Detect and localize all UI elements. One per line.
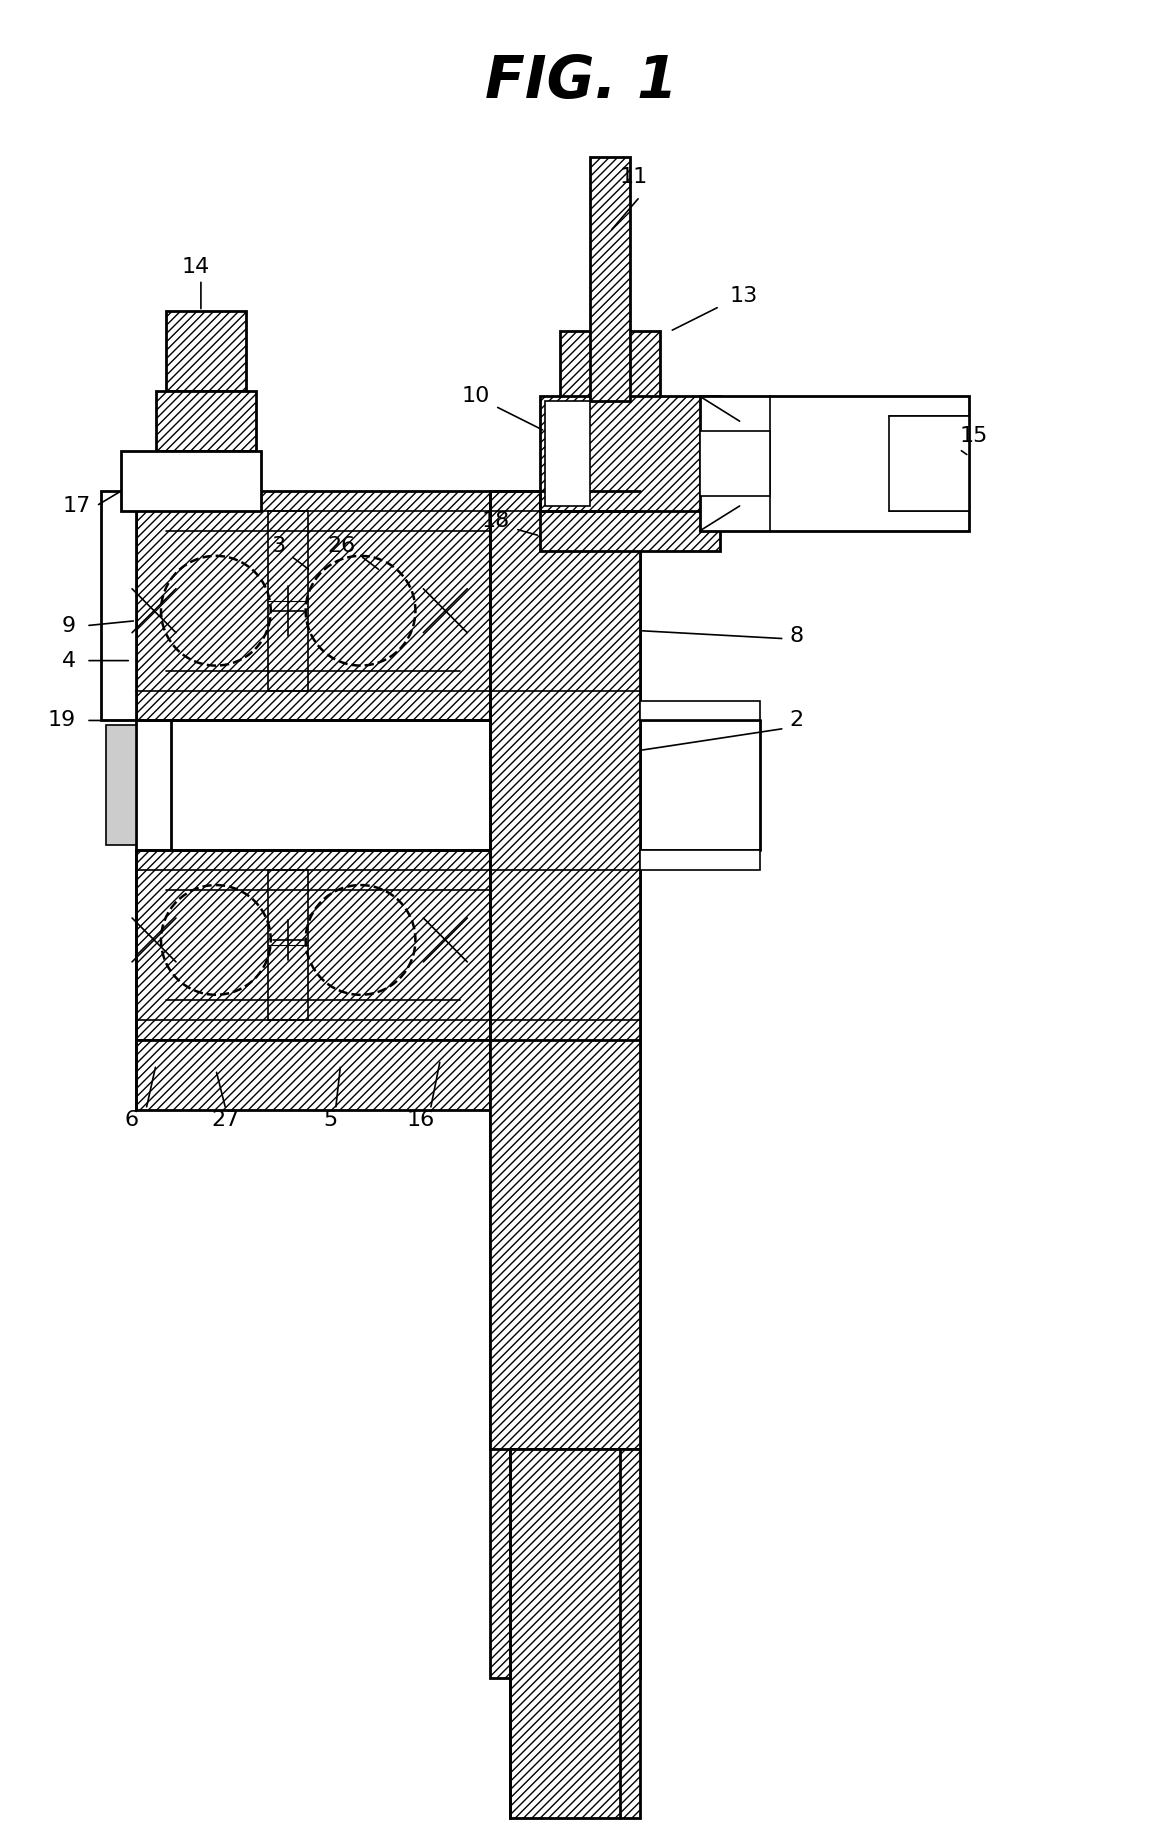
Text: FIG. 1: FIG. 1: [485, 53, 677, 111]
Text: 16: 16: [407, 1110, 435, 1130]
Polygon shape: [540, 395, 719, 510]
Polygon shape: [540, 501, 719, 550]
Text: 26: 26: [328, 536, 356, 556]
Text: 18: 18: [482, 510, 510, 530]
Text: 9: 9: [62, 616, 77, 636]
Polygon shape: [171, 452, 241, 481]
Polygon shape: [156, 392, 256, 452]
Polygon shape: [700, 432, 769, 496]
Polygon shape: [136, 851, 490, 1040]
Polygon shape: [889, 415, 969, 510]
Polygon shape: [136, 490, 490, 720]
Text: 17: 17: [63, 496, 91, 516]
Text: 15: 15: [959, 426, 988, 446]
Text: 19: 19: [48, 711, 77, 731]
Polygon shape: [490, 490, 640, 1448]
Polygon shape: [640, 700, 760, 720]
Polygon shape: [136, 1040, 490, 1110]
Polygon shape: [590, 157, 630, 401]
Text: 10: 10: [461, 386, 490, 406]
Polygon shape: [101, 490, 136, 720]
Text: 5: 5: [323, 1110, 338, 1130]
Text: 13: 13: [730, 286, 758, 306]
Text: 14: 14: [181, 257, 210, 277]
Text: 27: 27: [211, 1110, 241, 1130]
Text: 6: 6: [124, 1110, 138, 1130]
Polygon shape: [166, 312, 246, 392]
Polygon shape: [106, 725, 136, 845]
Text: 11: 11: [619, 168, 648, 188]
Text: 4: 4: [62, 650, 77, 670]
Text: 2: 2: [789, 711, 804, 731]
Polygon shape: [490, 490, 640, 1678]
Polygon shape: [640, 851, 760, 871]
Polygon shape: [171, 720, 490, 851]
Polygon shape: [510, 1448, 640, 1818]
Polygon shape: [545, 401, 590, 507]
Polygon shape: [560, 332, 660, 401]
Polygon shape: [700, 395, 969, 530]
Text: 8: 8: [789, 625, 804, 645]
Polygon shape: [121, 452, 260, 510]
Text: 3: 3: [272, 536, 286, 556]
